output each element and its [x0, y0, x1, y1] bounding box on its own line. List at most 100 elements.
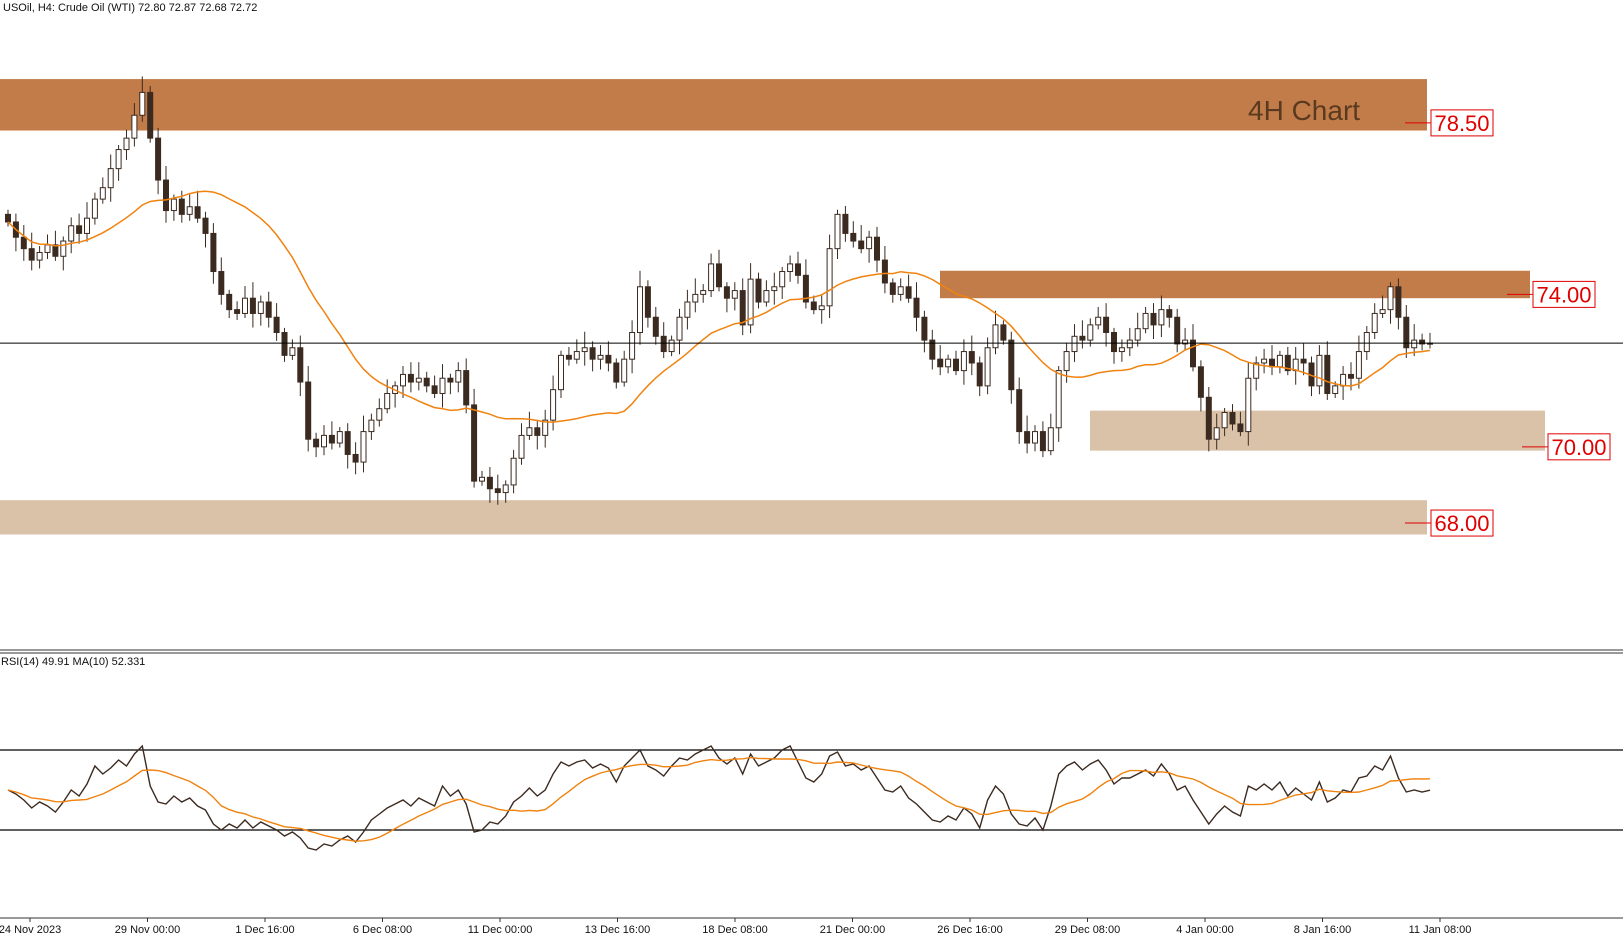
candle [1111, 327, 1117, 364]
ma-line [7, 190, 1431, 423]
candle [905, 274, 912, 303]
candle-body-bear [1174, 316, 1181, 345]
candle [550, 375, 557, 431]
candle [771, 272, 778, 305]
candle-body-bear [5, 213, 11, 223]
candle-body-bull [550, 389, 557, 421]
candle-body-bull [597, 354, 604, 360]
candle-body-bear [202, 217, 209, 234]
candle-body-bear [20, 236, 27, 250]
candle [5, 209, 11, 227]
candle [1355, 335, 1362, 389]
candle [91, 192, 98, 225]
candle-body-bull [1332, 385, 1339, 394]
candle [668, 335, 675, 357]
candle [297, 335, 304, 397]
candle-body-bull [44, 244, 51, 253]
candle [1166, 305, 1173, 328]
candle-body-bear [534, 427, 541, 436]
candle-body-bull [779, 271, 786, 288]
candle [1126, 327, 1133, 357]
candle [1000, 320, 1007, 345]
candle-body-bull [510, 457, 517, 486]
candle-body-bull [36, 251, 43, 261]
candle-body-bull [384, 392, 391, 410]
candle-body-bull [558, 354, 564, 391]
candle-body-bear [1419, 339, 1426, 345]
candle [1055, 366, 1062, 442]
candle-body-bear [1229, 412, 1236, 425]
candle-body-bear [921, 316, 928, 341]
candle [834, 209, 841, 259]
candle [921, 310, 928, 353]
candle [368, 413, 375, 440]
candle [960, 339, 967, 385]
candle-body-bull [1253, 362, 1260, 379]
candle-body-bear [858, 240, 865, 250]
level-label-box-78.50 [1430, 109, 1494, 137]
candle [463, 358, 470, 414]
candle-body-bear [755, 278, 762, 303]
candle [929, 329, 936, 370]
candle-body-bear [210, 232, 217, 273]
candle-body-bear [810, 301, 817, 311]
candle-body-bull [1158, 309, 1165, 326]
candle-body-bear [281, 332, 288, 356]
candle [937, 345, 944, 376]
candle-body-bull [131, 114, 138, 139]
candle [1245, 362, 1252, 446]
candle [1103, 303, 1110, 347]
candle-body-bull [502, 484, 509, 494]
candle-body-bull [834, 213, 841, 250]
candle-body-bull [1261, 358, 1268, 364]
candle-body-bear [147, 91, 154, 139]
candle-body-bull [1316, 354, 1323, 387]
candle-body-bull [455, 370, 462, 383]
candle-body-bull [1411, 339, 1418, 349]
candle-body-bull [897, 286, 904, 295]
candle-body-bull [242, 297, 248, 314]
candle [1024, 415, 1031, 454]
candle [265, 291, 272, 328]
candle-body-bull [818, 305, 825, 311]
candle [644, 280, 651, 328]
candle [684, 289, 691, 330]
candle-body-bear [407, 373, 414, 383]
candle [1032, 425, 1038, 452]
candle-body-bear [968, 351, 975, 364]
candle-body-bull [170, 198, 177, 212]
candle-body-bear [905, 286, 912, 299]
candle [755, 272, 762, 309]
candle-body-bear [1269, 358, 1275, 368]
candle-body-bear [929, 339, 936, 360]
candle [328, 421, 335, 450]
candle-body-bear [913, 297, 920, 318]
candle-body-bull [526, 427, 533, 436]
candle [1379, 295, 1386, 319]
candle [194, 190, 201, 223]
candle-body-bear [881, 259, 888, 284]
candle-body-bull [1087, 324, 1094, 341]
candle-body-bull [376, 408, 383, 421]
candle-body-bear [889, 282, 896, 295]
candle [1237, 411, 1244, 437]
candle-body-bear [644, 286, 651, 318]
candle-body-bear [431, 385, 438, 394]
time-tick-label: 13 Dec 16:00 [585, 924, 650, 936]
candle-body-bull [637, 286, 643, 333]
candle-body-bull [731, 290, 738, 299]
candle-body-bull [400, 373, 406, 387]
support-resistance-zones [0, 79, 1545, 535]
candle-body-bull [1379, 309, 1386, 314]
candle-body-bull [84, 217, 90, 234]
candle [1134, 312, 1141, 347]
candle-body-bear [76, 225, 83, 234]
candle-body-bull [1213, 427, 1220, 440]
candle-body-bear [802, 274, 809, 303]
candle-body-bull [107, 168, 114, 189]
candle [763, 280, 770, 307]
candle-body-bear [589, 347, 596, 360]
level-zone-70.00 [1090, 410, 1545, 451]
candle-body-bear [937, 358, 944, 368]
